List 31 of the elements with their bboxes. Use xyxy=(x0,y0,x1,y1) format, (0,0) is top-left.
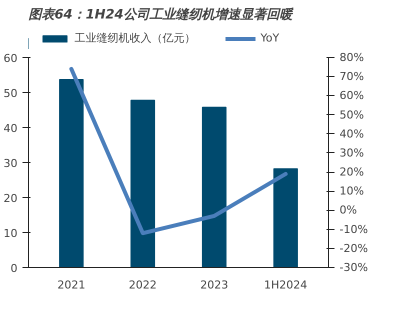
chart-title: 图表64：1H24公司工业缝纫机增速显著回暖 xyxy=(28,6,295,22)
x-tick-label: 1H2024 xyxy=(264,278,308,292)
bar xyxy=(59,79,84,268)
line-series xyxy=(69,66,288,236)
bar xyxy=(273,168,298,268)
y2-tick-label: 40% xyxy=(340,127,364,140)
y-tick-label: 10 xyxy=(4,227,18,240)
y2-tick-label: -30% xyxy=(340,261,368,274)
x-tick-label: 2022 xyxy=(128,278,157,292)
y2-tick-label: 80% xyxy=(340,51,364,64)
y-tick-label: 60 xyxy=(4,52,18,65)
legend-label: YoY xyxy=(260,32,280,44)
legend-label: 工业缝纫机收入（亿元） xyxy=(74,30,196,46)
y-tick-label: 20 xyxy=(4,192,18,205)
x-tick-label: 2023 xyxy=(200,278,228,292)
y2-tick-label: 10% xyxy=(340,184,364,198)
y2-tick-label: 0% xyxy=(340,204,357,217)
y-tick-label: 30 xyxy=(4,157,18,170)
y2-tick-label: 30% xyxy=(340,146,364,160)
y-tick-label: 40 xyxy=(4,122,18,135)
y-tick-label: 0 xyxy=(10,262,18,275)
y2-tick-label: 20% xyxy=(340,166,364,179)
y2-tick-label: -20% xyxy=(340,242,368,255)
bar xyxy=(130,100,156,268)
y2-tick-label: 60% xyxy=(340,89,364,102)
y-tick-label: 50 xyxy=(4,87,18,100)
x-tick-label: 2021 xyxy=(57,278,86,292)
y2-tick-label: -10% xyxy=(340,222,368,236)
bar xyxy=(202,106,226,268)
y2-tick-label: 70% xyxy=(340,70,364,84)
y2-tick-label: 50% xyxy=(340,108,364,122)
